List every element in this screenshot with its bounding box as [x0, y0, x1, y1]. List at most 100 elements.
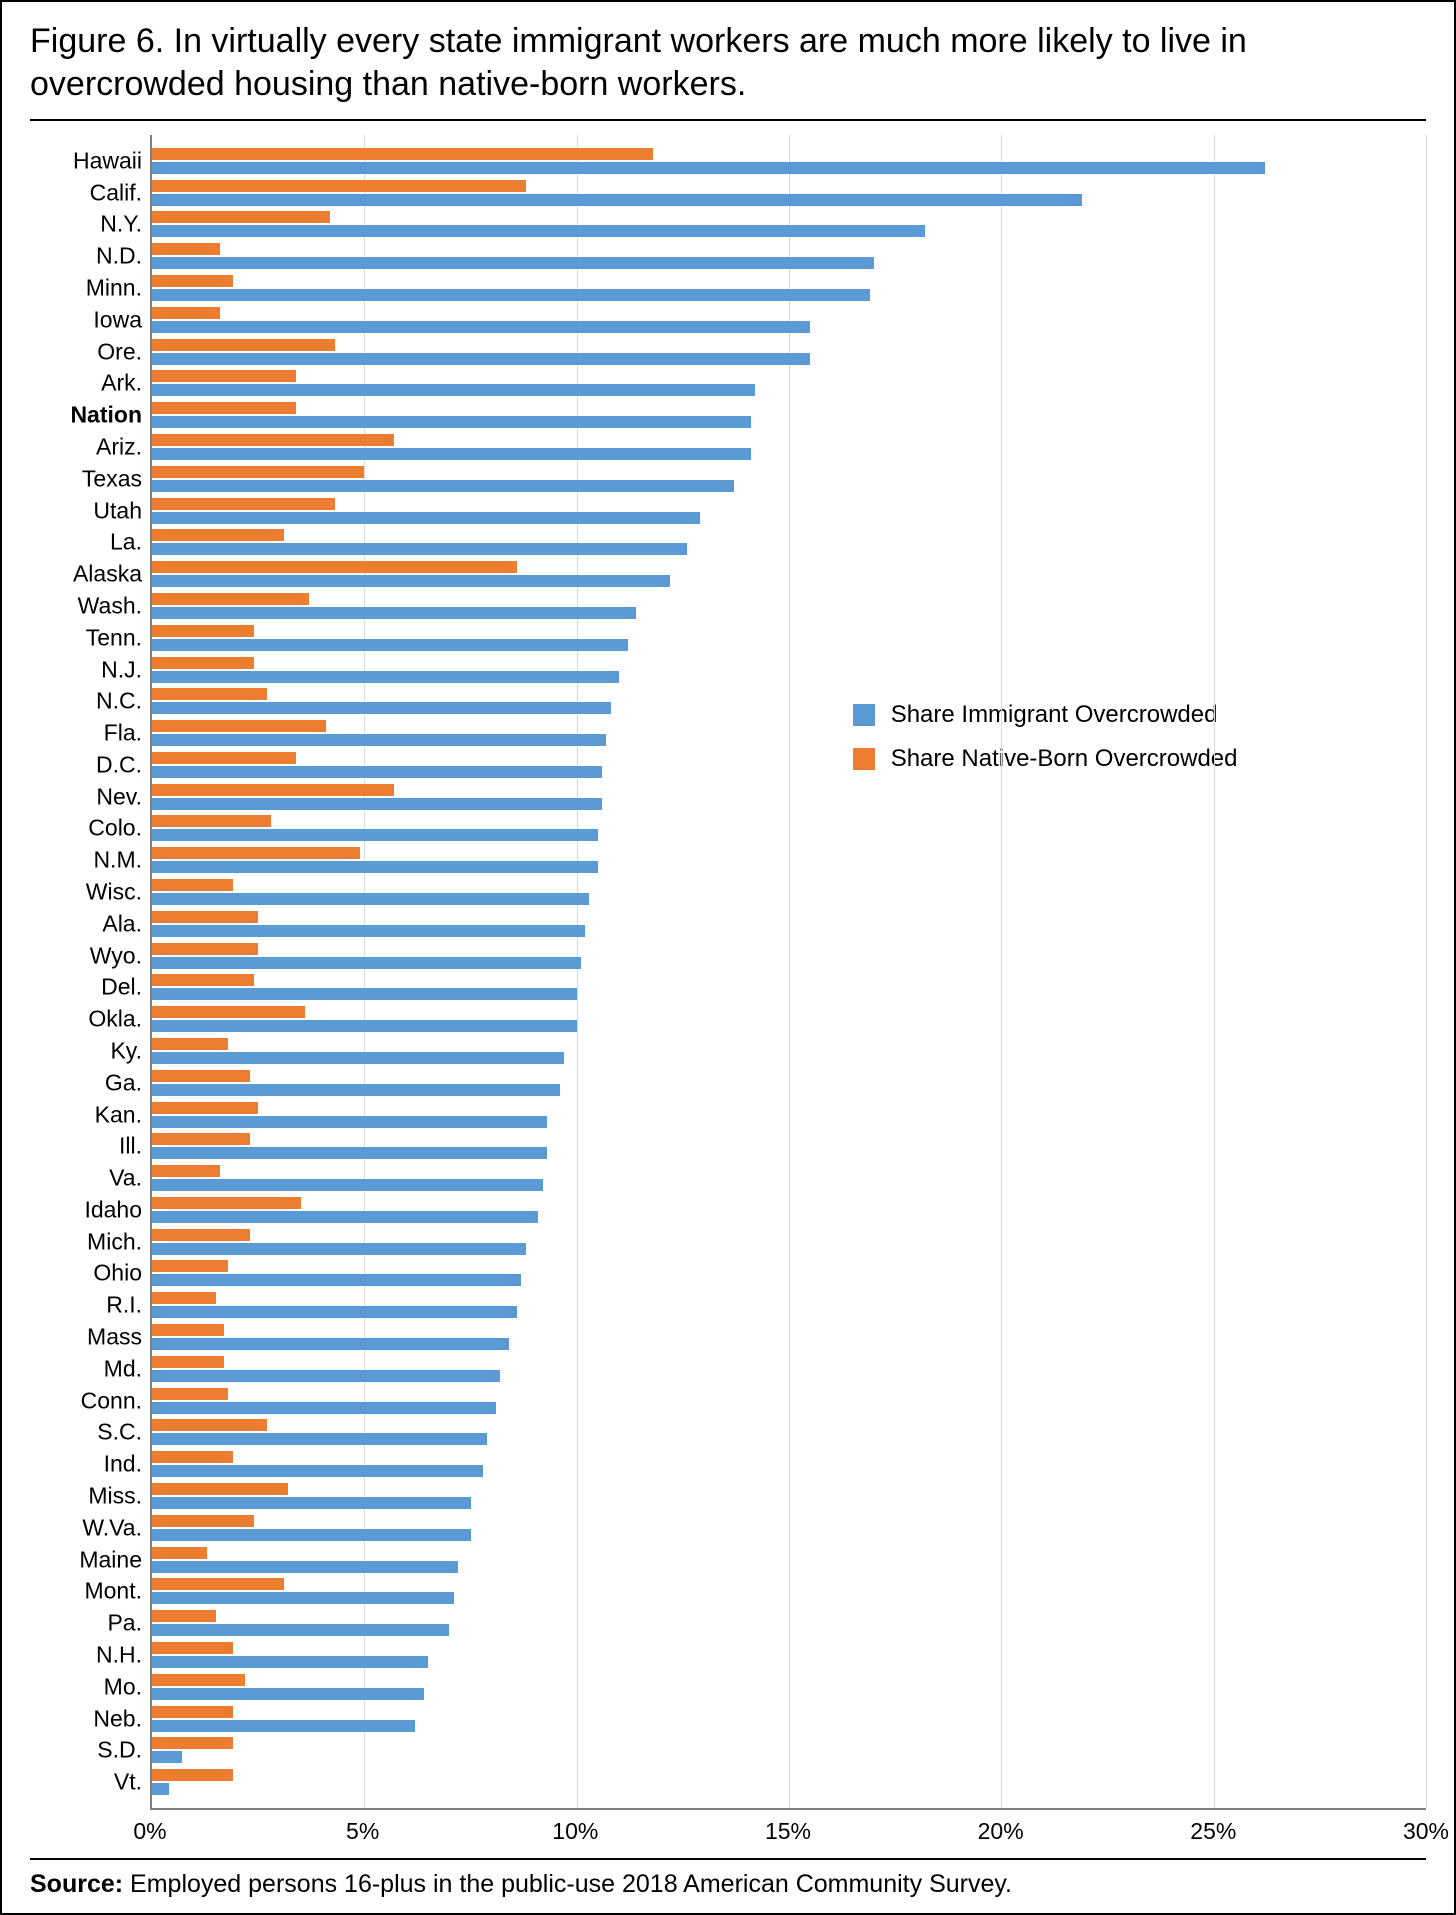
bar-native [152, 879, 233, 891]
bar-native [152, 211, 330, 223]
figure-frame: Figure 6. In virtually every state immig… [0, 0, 1456, 1915]
figure-title: Figure 6. In virtually every state immig… [30, 20, 1426, 121]
bar-native [152, 1356, 224, 1368]
bar-native [152, 402, 296, 414]
category-label: Ark. [101, 370, 142, 397]
bar-immigrant [152, 1052, 564, 1064]
bar-immigrant [152, 225, 925, 237]
category-label: Ala. [102, 910, 142, 937]
category-label: Wash. [78, 592, 142, 619]
source-text: Employed persons 16-plus in the public-u… [123, 1870, 1012, 1898]
x-tick-label: 30% [1403, 1818, 1449, 1845]
grid-line [1214, 135, 1215, 1808]
bar-native [152, 561, 517, 573]
category-label: Hawaii [73, 147, 142, 174]
bar-immigrant [152, 1147, 547, 1159]
x-tick-label: 25% [1190, 1818, 1236, 1845]
legend-swatch [853, 748, 875, 770]
bar-native [152, 466, 364, 478]
category-label: Mo. [104, 1673, 142, 1700]
bar-immigrant [152, 512, 700, 524]
bar-native [152, 688, 267, 700]
category-label: Mass [87, 1324, 142, 1351]
bar-immigrant [152, 194, 1082, 206]
chart-area: HawaiiCalif.N.Y.N.D.Minn.IowaOre.Ark.Nat… [30, 135, 1426, 1858]
bar-native [152, 434, 394, 446]
bar-immigrant [152, 1179, 543, 1191]
bar-immigrant [152, 798, 602, 810]
category-label: Iowa [93, 306, 142, 333]
bar-immigrant [152, 607, 636, 619]
bar-immigrant [152, 1274, 521, 1286]
bar-native [152, 1197, 301, 1209]
bar-native [152, 243, 220, 255]
category-label: N.H. [96, 1641, 142, 1668]
bar-immigrant [152, 893, 589, 905]
bar-immigrant [152, 162, 1265, 174]
bar-native [152, 1388, 228, 1400]
legend: Share Immigrant OvercrowdedShare Native-… [853, 685, 1238, 789]
bar-native [152, 1610, 216, 1622]
bar-immigrant [152, 1370, 500, 1382]
x-axis: 0%5%10%15%20%25%30% [150, 1808, 1426, 1858]
bar-native [152, 1451, 233, 1463]
bar-immigrant [152, 384, 755, 396]
bar-native [152, 974, 254, 986]
bar-native [152, 1165, 220, 1177]
category-label: N.D. [96, 243, 142, 270]
bar-immigrant [152, 289, 870, 301]
category-label: Mich. [87, 1228, 142, 1255]
bar-native [152, 1324, 224, 1336]
bar-native [152, 180, 526, 192]
bar-immigrant [152, 1402, 496, 1414]
bar-native [152, 1547, 207, 1559]
bar-immigrant [152, 1084, 560, 1096]
bar-native [152, 943, 258, 955]
bar-native [152, 1038, 228, 1050]
bar-immigrant [152, 766, 602, 778]
grid-line [1426, 135, 1427, 1808]
bar-immigrant [152, 734, 606, 746]
category-label: Maine [79, 1546, 142, 1573]
bar-native [152, 1260, 228, 1272]
legend-label: Share Native-Born Overcrowded [891, 745, 1238, 773]
category-label: Ariz. [96, 433, 142, 460]
category-label: D.C. [96, 751, 142, 778]
bar-native [152, 1769, 233, 1781]
category-label: Ga. [105, 1069, 142, 1096]
bar-immigrant [152, 416, 751, 428]
bar-immigrant [152, 448, 751, 460]
bar-native [152, 911, 258, 923]
category-label: Texas [82, 465, 142, 492]
bar-native [152, 529, 284, 541]
bar-immigrant [152, 925, 585, 937]
bar-native [152, 593, 309, 605]
category-label: Alaska [73, 561, 142, 588]
bar-immigrant [152, 671, 619, 683]
category-label: Ind. [104, 1451, 142, 1478]
legend-swatch [853, 704, 875, 726]
bar-native [152, 752, 296, 764]
bar-native [152, 625, 254, 637]
bar-immigrant [152, 1656, 428, 1668]
bar-immigrant [152, 1020, 577, 1032]
bar-immigrant [152, 829, 598, 841]
category-label: Conn. [81, 1387, 142, 1414]
bar-native [152, 1578, 284, 1590]
bar-native [152, 1515, 254, 1527]
bars-area: Share Immigrant OvercrowdedShare Native-… [150, 135, 1426, 1808]
bar-native [152, 1102, 258, 1114]
bar-immigrant [152, 1751, 182, 1763]
bar-native [152, 784, 394, 796]
category-label: N.J. [101, 656, 142, 683]
bar-immigrant [152, 543, 687, 555]
category-label: W.Va. [82, 1514, 142, 1541]
x-tick-label: 0% [133, 1818, 166, 1845]
category-label: Pa. [107, 1610, 142, 1637]
category-label: N.Y. [100, 211, 142, 238]
bar-native [152, 1229, 250, 1241]
category-label: N.C. [96, 688, 142, 715]
bar-native [152, 307, 220, 319]
bar-immigrant [152, 957, 581, 969]
bar-immigrant [152, 1433, 487, 1445]
